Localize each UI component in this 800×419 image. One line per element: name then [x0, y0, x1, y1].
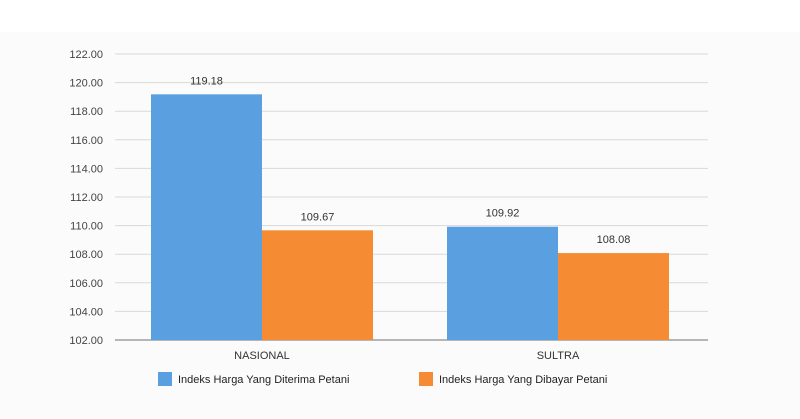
bar	[558, 253, 669, 340]
legend-swatch	[158, 372, 172, 386]
y-tick-label: 102.00	[69, 335, 103, 347]
data-label: 109.92	[486, 208, 520, 220]
bar	[447, 226, 558, 340]
y-tick-label: 120.00	[69, 78, 103, 90]
legend-label: Indeks Harga Yang Diterima Petani	[178, 374, 349, 386]
legend-swatch	[419, 372, 433, 386]
data-label: 108.08	[597, 234, 631, 246]
y-tick-label: 118.00	[70, 106, 103, 118]
x-category-label: NASIONAL	[234, 350, 290, 362]
y-tick-label: 108.00	[69, 249, 103, 261]
y-tick-label: 116.00	[70, 135, 103, 147]
bar	[262, 230, 373, 340]
y-tick-label: 112.00	[70, 192, 103, 204]
y-tick-label: 114.00	[70, 163, 103, 175]
data-label: 109.67	[301, 211, 335, 223]
y-tick-label: 106.00	[69, 278, 103, 290]
y-tick-label: 104.00	[69, 306, 103, 318]
data-label: 119.18	[190, 75, 223, 87]
legend-label: Indeks Harga Yang Dibayar Petani	[439, 374, 607, 386]
y-tick-label: 122.00	[69, 49, 103, 61]
x-category-label: SULTRA	[537, 350, 580, 362]
y-tick-label: 110.00	[70, 221, 103, 233]
bar	[151, 94, 262, 341]
